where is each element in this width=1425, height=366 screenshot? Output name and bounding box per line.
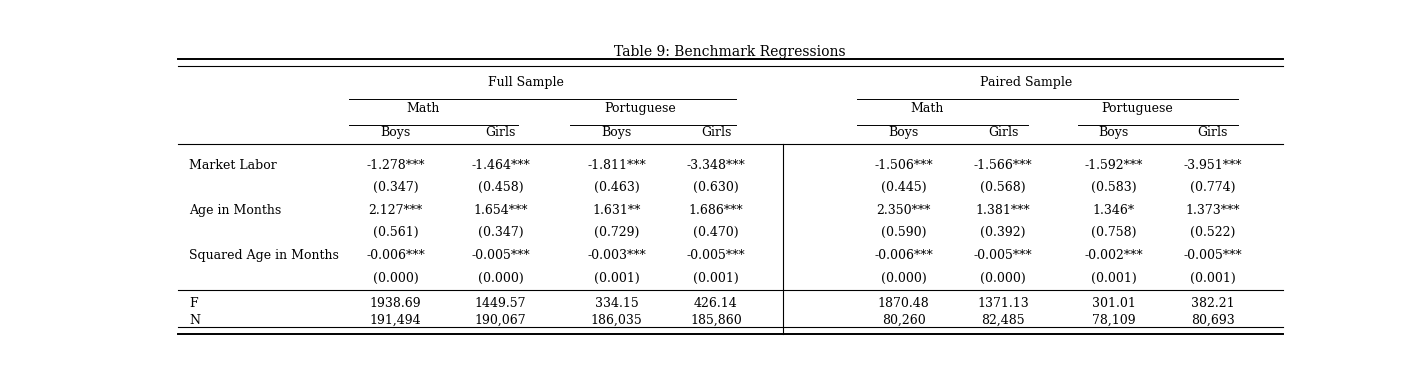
Text: -0.006***: -0.006*** xyxy=(875,249,933,262)
Text: (0.000): (0.000) xyxy=(477,272,523,285)
Text: 1371.13: 1371.13 xyxy=(978,297,1029,310)
Text: Girls: Girls xyxy=(988,126,1019,139)
Text: (0.000): (0.000) xyxy=(373,272,419,285)
Text: -0.005***: -0.005*** xyxy=(472,249,530,262)
Text: N: N xyxy=(190,314,200,327)
Text: Market Labor: Market Labor xyxy=(190,158,276,172)
Text: 1449.57: 1449.57 xyxy=(475,297,526,310)
Text: (0.568): (0.568) xyxy=(980,181,1026,194)
Text: 334.15: 334.15 xyxy=(594,297,638,310)
Text: (0.590): (0.590) xyxy=(881,226,926,239)
Text: (0.392): (0.392) xyxy=(980,226,1026,239)
Text: 1.686***: 1.686*** xyxy=(688,204,744,217)
Text: (0.729): (0.729) xyxy=(594,226,640,239)
Text: 80,693: 80,693 xyxy=(1191,314,1235,327)
Text: (0.347): (0.347) xyxy=(477,226,523,239)
Text: 1.346*: 1.346* xyxy=(1093,204,1134,217)
Text: (0.463): (0.463) xyxy=(594,181,640,194)
Text: 191,494: 191,494 xyxy=(370,314,422,327)
Text: (0.001): (0.001) xyxy=(693,272,738,285)
Text: Squared Age in Months: Squared Age in Months xyxy=(190,249,339,262)
Text: 190,067: 190,067 xyxy=(475,314,526,327)
Text: 185,860: 185,860 xyxy=(690,314,742,327)
Text: Portuguese: Portuguese xyxy=(604,102,675,115)
Text: 1.654***: 1.654*** xyxy=(473,204,527,217)
Text: (0.000): (0.000) xyxy=(881,272,926,285)
Text: Age in Months: Age in Months xyxy=(190,204,281,217)
Text: -3.951***: -3.951*** xyxy=(1184,158,1243,172)
Text: 382.21: 382.21 xyxy=(1191,297,1234,310)
Text: (0.001): (0.001) xyxy=(1190,272,1235,285)
Text: (0.001): (0.001) xyxy=(1090,272,1136,285)
Text: -1.566***: -1.566*** xyxy=(973,158,1032,172)
Text: 2.127***: 2.127*** xyxy=(369,204,423,217)
Text: Girls: Girls xyxy=(486,126,516,139)
Text: 78,109: 78,109 xyxy=(1092,314,1136,327)
Text: -0.005***: -0.005*** xyxy=(687,249,745,262)
Text: Math: Math xyxy=(911,102,943,115)
Text: -1.506***: -1.506*** xyxy=(875,158,933,172)
Text: (0.630): (0.630) xyxy=(693,181,738,194)
Text: -1.811***: -1.811*** xyxy=(587,158,646,172)
Text: -0.003***: -0.003*** xyxy=(587,249,646,262)
Text: 2.350***: 2.350*** xyxy=(876,204,931,217)
Text: 1870.48: 1870.48 xyxy=(878,297,929,310)
Text: Paired Sample: Paired Sample xyxy=(980,76,1073,89)
Text: Girls: Girls xyxy=(1198,126,1228,139)
Text: -0.006***: -0.006*** xyxy=(366,249,425,262)
Text: (0.522): (0.522) xyxy=(1190,226,1235,239)
Text: Boys: Boys xyxy=(889,126,919,139)
Text: Math: Math xyxy=(406,102,440,115)
Text: -0.005***: -0.005*** xyxy=(973,249,1032,262)
Text: (0.445): (0.445) xyxy=(881,181,926,194)
Text: -0.002***: -0.002*** xyxy=(1084,249,1143,262)
Text: 301.01: 301.01 xyxy=(1092,297,1136,310)
Text: Portuguese: Portuguese xyxy=(1102,102,1173,115)
Text: (0.774): (0.774) xyxy=(1190,181,1235,194)
Text: 80,260: 80,260 xyxy=(882,314,926,327)
Text: (0.001): (0.001) xyxy=(594,272,640,285)
Text: Boys: Boys xyxy=(380,126,410,139)
Text: (0.000): (0.000) xyxy=(980,272,1026,285)
Text: Table 9: Benchmark Regressions: Table 9: Benchmark Regressions xyxy=(614,45,846,59)
Text: 1938.69: 1938.69 xyxy=(370,297,422,310)
Text: Boys: Boys xyxy=(601,126,631,139)
Text: (0.470): (0.470) xyxy=(693,226,738,239)
Text: -1.592***: -1.592*** xyxy=(1084,158,1143,172)
Text: Full Sample: Full Sample xyxy=(489,76,564,89)
Text: Girls: Girls xyxy=(701,126,731,139)
Text: F: F xyxy=(190,297,198,310)
Text: Boys: Boys xyxy=(1099,126,1129,139)
Text: 82,485: 82,485 xyxy=(982,314,1025,327)
Text: (0.458): (0.458) xyxy=(477,181,523,194)
Text: 1.381***: 1.381*** xyxy=(976,204,1030,217)
Text: (0.561): (0.561) xyxy=(373,226,419,239)
Text: 186,035: 186,035 xyxy=(591,314,643,327)
Text: (0.758): (0.758) xyxy=(1090,226,1136,239)
Text: 1.373***: 1.373*** xyxy=(1186,204,1240,217)
Text: 1.631**: 1.631** xyxy=(593,204,641,217)
Text: 426.14: 426.14 xyxy=(694,297,738,310)
Text: -0.005***: -0.005*** xyxy=(1184,249,1243,262)
Text: -1.278***: -1.278*** xyxy=(366,158,425,172)
Text: (0.583): (0.583) xyxy=(1090,181,1136,194)
Text: -3.348***: -3.348*** xyxy=(687,158,745,172)
Text: -1.464***: -1.464*** xyxy=(472,158,530,172)
Text: (0.347): (0.347) xyxy=(373,181,419,194)
